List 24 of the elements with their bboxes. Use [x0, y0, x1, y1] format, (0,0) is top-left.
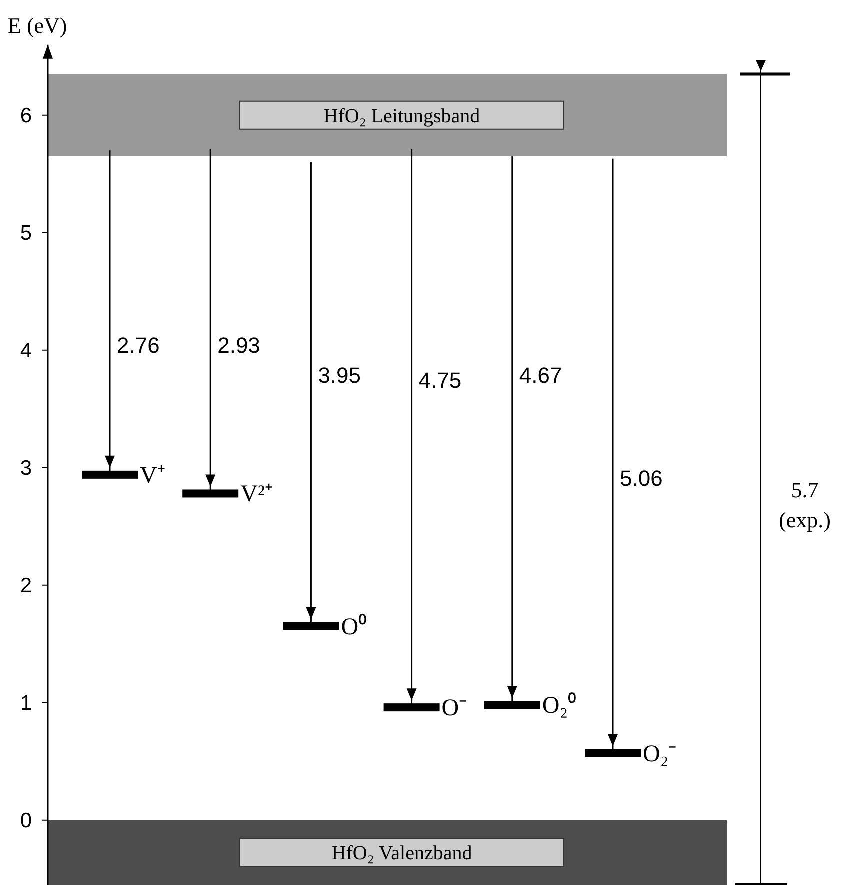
y-tick-label: 2: [20, 574, 32, 598]
x-tick-label: O₂⁻: [643, 741, 677, 768]
y-tick-label: 5: [20, 222, 32, 245]
y-tick-label: 4: [20, 339, 32, 362]
annotation: 2.76: [117, 333, 160, 358]
x-tick-label: V²⁺: [240, 482, 274, 508]
annotation: 4.75: [418, 368, 462, 393]
text: (exp.): [779, 508, 831, 533]
x-tick-label: O⁻: [442, 696, 468, 722]
annotation: 2.93: [218, 333, 260, 358]
annotation: 5.06: [620, 466, 663, 491]
annotation: 3.95: [318, 363, 362, 388]
y-tick-label: 3: [20, 456, 32, 480]
band-label: HfO₂ Valenzband: [332, 842, 472, 865]
x-tick-label: V⁺: [140, 462, 166, 489]
y-axis-title: E (eV): [8, 12, 68, 38]
band-label: HfO₂ Leitungsband: [324, 105, 480, 128]
y-tick-label: 0: [20, 809, 32, 832]
text: 5.7: [791, 478, 819, 503]
annotation: 4.67: [519, 363, 562, 388]
y-tick-label: 6: [20, 104, 32, 128]
y-tick-label: 1: [20, 692, 32, 715]
x-tick-label: O₂⁰: [542, 692, 576, 720]
x-tick-label: O⁰: [341, 614, 367, 640]
